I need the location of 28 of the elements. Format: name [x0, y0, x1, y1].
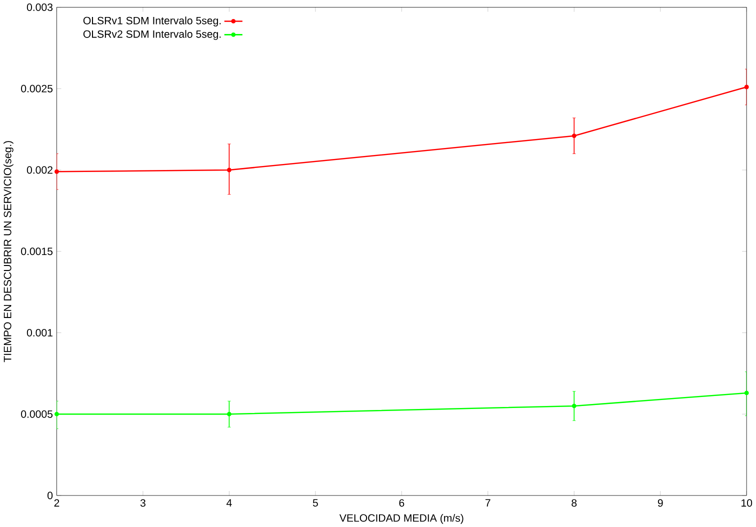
y-tick-label: 0.003 — [26, 3, 53, 11]
y-tick-label: 0 — [48, 492, 53, 500]
legend-label: OLSRv2 SDM Intervalo 5seg. — [83, 30, 221, 40]
x-tick-label: 8 — [572, 499, 577, 507]
legend-label: OLSRv1 SDM Intervalo 5seg. — [83, 16, 221, 26]
y-tick-label: 0.002 — [26, 166, 52, 174]
point — [572, 133, 576, 138]
x-tick-label: 6 — [399, 499, 404, 507]
x-tick-label: 7 — [486, 499, 490, 506]
point — [226, 168, 232, 172]
point — [744, 390, 749, 396]
x-tick-label: 9 — [658, 499, 663, 507]
x-tick-label: 3 — [140, 499, 146, 507]
point — [54, 412, 59, 416]
point — [744, 84, 749, 90]
x-tick-label: 10 — [742, 499, 752, 507]
point — [572, 404, 576, 408]
x-axis-title: VELOCIDAD MEDIA (m/s) — [339, 514, 464, 524]
x-tick-label: 4 — [226, 499, 232, 506]
y-tick-label: 0.0025 — [21, 84, 53, 92]
x-tick-label: 2 — [54, 499, 60, 506]
y-axis-title: TIEMPO EN DESCUBRIR UN SERVICIO(seg.) — [4, 140, 14, 362]
point — [54, 169, 59, 174]
point — [226, 412, 232, 416]
y-tick-label: 0.0015 — [21, 247, 53, 255]
x-tick-label: 5 — [312, 499, 318, 506]
y-tick-label: 0.001 — [26, 328, 52, 336]
y-tick-label: 0.0005 — [21, 410, 53, 418]
